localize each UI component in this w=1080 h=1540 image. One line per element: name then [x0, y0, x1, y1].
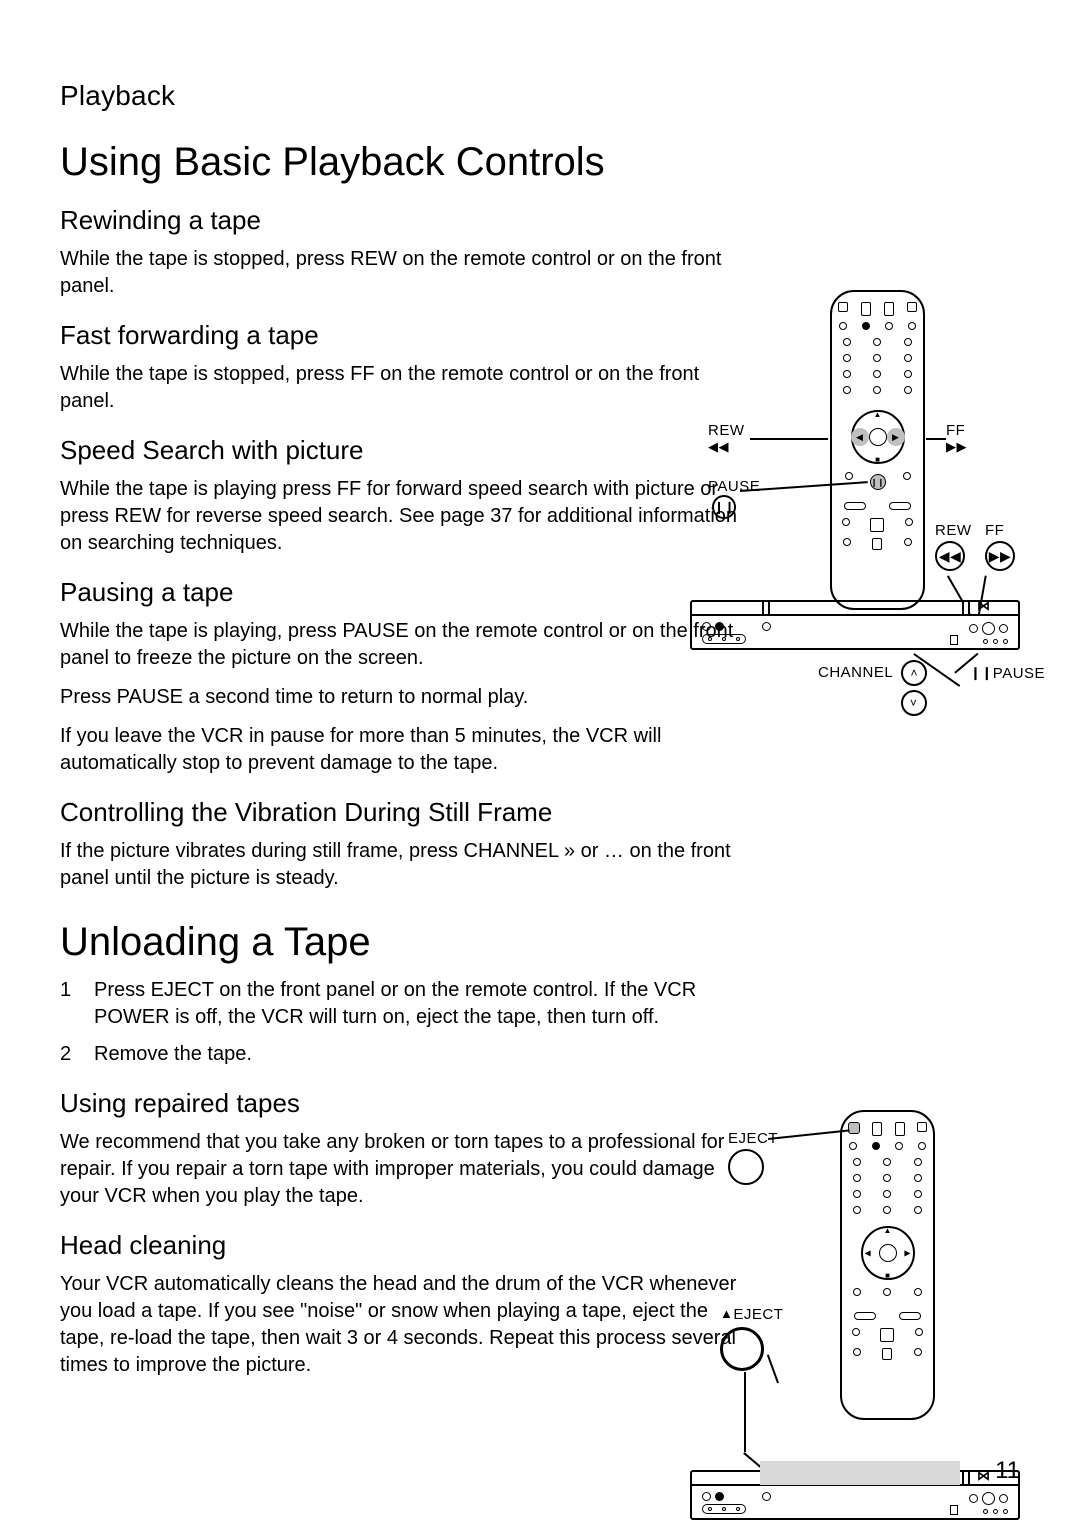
remote-dpad-icon: ◀ ▶ ▲ ■: [851, 410, 905, 464]
callout-label: FF: [985, 522, 1004, 539]
remote-eject-button-icon: [848, 1122, 860, 1134]
remote-rew-button-icon: ◀: [851, 428, 869, 446]
callout-rew: REW ◀◀: [708, 422, 745, 456]
callout-label: EJECT: [733, 1306, 783, 1323]
panel-eject-button-icon: [720, 1327, 764, 1371]
section-label: Playback: [60, 80, 750, 112]
paragraph-speed-search: While the tape is playing press FF for f…: [60, 476, 750, 557]
remote-pause-button-icon: ❙❙: [870, 474, 886, 490]
eject-icon: ▲: [720, 1306, 733, 1321]
callout-ff: FF ▶▶: [946, 422, 967, 456]
callout-panel-pause: ❙❙PAUSE: [970, 665, 1045, 682]
pause-icon: ❙❙: [712, 495, 736, 519]
paragraph-repaired-tapes: We recommend that you take any broken or…: [60, 1129, 750, 1210]
heading-unloading: Unloading a Tape: [60, 920, 750, 965]
remote-control-icon: ◀ ▶ ▲ ■ ❙❙: [830, 290, 925, 610]
channel-down-icon: ˅: [901, 690, 927, 716]
paragraph-rewinding: While the tape is stopped, press REW on …: [60, 246, 750, 300]
list-item: 2Remove the tape.: [60, 1041, 750, 1068]
list-item: 1Press EJECT on the front panel or on th…: [60, 977, 750, 1031]
heading-speed-search: Speed Search with picture: [60, 435, 750, 466]
callout-label: PAUSE: [708, 478, 760, 495]
remote-control-icon: ◀ ▶ ▲ ■: [840, 1110, 935, 1420]
callout-eject-panel: ▲EJECT: [720, 1306, 783, 1371]
heading-pausing: Pausing a tape: [60, 577, 750, 608]
callout-panel-ff: FF ▶▶: [985, 522, 1015, 571]
paragraph-vibration: If the picture vibrates during still fra…: [60, 838, 750, 892]
callout-label: FF: [946, 422, 965, 439]
callout-label: PAUSE: [993, 665, 1045, 682]
footer-bar: [760, 1461, 960, 1485]
panel-rew-button-icon: ◀◀: [935, 541, 965, 571]
heading-repaired-tapes: Using repaired tapes: [60, 1088, 750, 1119]
callout-channel: CHANNEL ˄ ˅: [818, 660, 927, 716]
step-text: Press EJECT on the front panel or on the…: [94, 977, 750, 1031]
callout-label: REW: [935, 522, 972, 539]
callout-panel-rew: REW ◀◀: [935, 522, 972, 571]
panel-ff-button-icon: ▶▶: [985, 541, 1015, 571]
paragraph-head-cleaning: Your VCR automatically cleans the head a…: [60, 1271, 750, 1379]
callout-label: REW: [708, 422, 745, 439]
callout-label: CHANNEL: [818, 664, 893, 681]
paragraph-pausing-1: While the tape is playing, press PAUSE o…: [60, 618, 750, 672]
unload-steps-list: 1Press EJECT on the front panel or on th…: [60, 977, 750, 1068]
rewind-icon: ◀◀: [708, 439, 729, 454]
eject-button-icon: [728, 1149, 764, 1185]
figure-playback-controls: ◀ ▶ ▲ ■ ❙❙ REW ◀◀ FF ▶▶ PAUSE ❙❙ REW ◀◀ …: [690, 290, 1020, 810]
heading-fast-forwarding: Fast forwarding a tape: [60, 320, 750, 351]
channel-up-icon: ˄: [901, 660, 927, 686]
remote-ff-button-icon: ▶: [887, 428, 905, 446]
pause-icon: ❙❙: [970, 665, 993, 680]
step-text: Remove the tape.: [94, 1041, 252, 1068]
heading-using-basic-playback: Using Basic Playback Controls: [60, 140, 750, 185]
heading-rewinding: Rewinding a tape: [60, 205, 750, 236]
paragraph-fast-forwarding: While the tape is stopped, press FF on t…: [60, 361, 750, 415]
callout-pause: PAUSE ❙❙: [708, 478, 760, 519]
page-number: 11: [995, 1457, 1020, 1485]
paragraph-pausing-2: Press PAUSE a second time to return to n…: [60, 684, 750, 711]
fast-forward-icon: ▶▶: [946, 439, 967, 454]
vcr-deck-icon: ⋈: [690, 600, 1020, 660]
heading-vibration: Controlling the Vibration During Still F…: [60, 797, 750, 828]
paragraph-pausing-3: If you leave the VCR in pause for more t…: [60, 723, 750, 777]
heading-head-cleaning: Head cleaning: [60, 1230, 750, 1261]
